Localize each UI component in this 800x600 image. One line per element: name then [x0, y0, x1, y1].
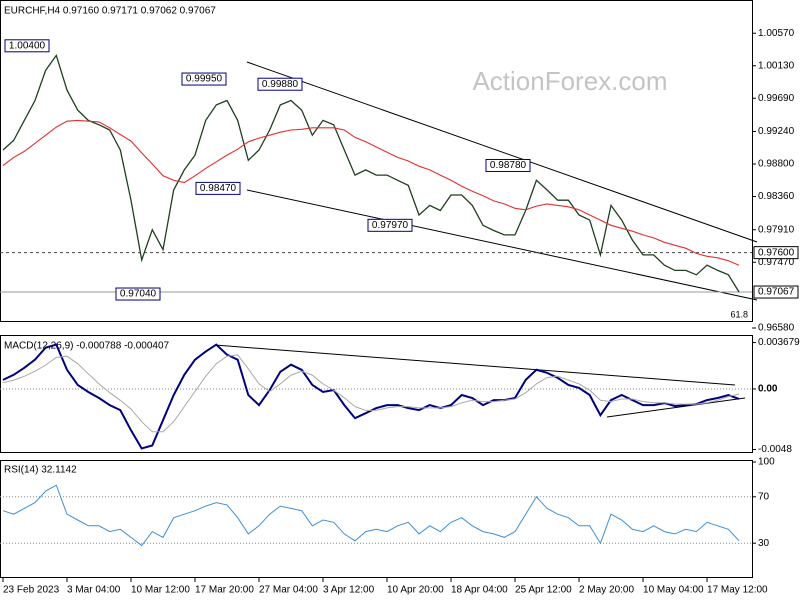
annotation-label: 0.98780 — [490, 160, 527, 171]
annotation-box — [195, 181, 241, 195]
x-tick-label: 25 Apr 12:00 — [515, 585, 572, 596]
y-tick-label: 0.00 — [758, 384, 778, 395]
x-tick-label: 3 Mar 04:00 — [67, 585, 121, 596]
y-tick-label: 0.99690 — [758, 93, 795, 104]
x-tick-label: 18 Apr 04:00 — [451, 585, 508, 596]
price-level-label: 0.97600 — [758, 247, 795, 258]
watermark: ActionForex.com — [472, 66, 667, 96]
x-tick-label: 10 May 04:00 — [643, 585, 704, 596]
x-tick-label: 2 May 20:00 — [579, 585, 634, 596]
macd-title: MACD(12,26,9) -0.000788 -0.000407 — [4, 341, 170, 352]
y-tick-label: 30 — [758, 538, 770, 549]
y-tick-label: 0.97470 — [758, 257, 795, 268]
price-level-box — [753, 285, 799, 299]
chart-title: EURCHF,H4 0.97160 0.97171 0.97062 0.9706… — [4, 6, 216, 17]
fib-label: 61.8 — [730, 309, 748, 319]
price-level-label: 0.97067 — [758, 287, 795, 298]
y-tick-label: 0.98800 — [758, 159, 795, 170]
x-tick-label: 17 Mar 20:00 — [195, 585, 254, 596]
y-tick-label: 1.00570 — [758, 28, 795, 39]
series-line — [2, 53, 740, 293]
annotation-box — [257, 77, 303, 91]
annotation-label: 0.99950 — [186, 74, 223, 85]
x-tick-label: 10 Mar 12:00 — [131, 585, 190, 596]
x-tick-label: 3 Apr 12:00 — [323, 585, 375, 596]
y-tick-label: 0.003679 — [758, 337, 800, 348]
trendline — [246, 189, 758, 301]
price-level-box — [753, 246, 799, 260]
x-tick-label: 10 Apr 20:00 — [387, 585, 444, 596]
annotation-box — [4, 39, 50, 53]
y-tick-label: 100 — [758, 457, 775, 468]
x-tick-label: 23 Feb 2023 — [3, 585, 60, 596]
macd-panel — [0, 335, 753, 453]
x-tick-label: 17 May 12:00 — [707, 585, 768, 596]
x-tick-label: 27 Mar 04:00 — [259, 585, 318, 596]
y-tick-label: -0.0048 — [758, 444, 792, 455]
price-panel — [0, 0, 753, 322]
trendline — [606, 397, 746, 418]
y-tick-label: 0.98360 — [758, 191, 795, 202]
annotation-box — [485, 158, 531, 172]
trendline — [246, 61, 758, 243]
annotation-label: 1.00400 — [9, 40, 46, 51]
y-tick-label: 70 — [758, 491, 770, 502]
trendline — [214, 344, 736, 386]
y-tick-label: 0.99240 — [758, 126, 795, 137]
annotation-box — [115, 287, 161, 301]
annotation-label: 0.98470 — [200, 183, 237, 194]
annotation-label: 0.97970 — [372, 220, 409, 231]
annotation-box — [367, 218, 413, 232]
series-line — [2, 484, 740, 547]
y-tick-label: 0.96580 — [758, 323, 795, 334]
annotation-label: 0.99880 — [262, 79, 299, 90]
series-line — [2, 119, 740, 266]
series-line — [2, 354, 740, 433]
rsi-title: RSI(14) 32.1142 — [4, 465, 77, 476]
y-tick-label: 1.00130 — [758, 60, 795, 71]
annotation-box — [181, 72, 227, 86]
y-tick-label: 0.97910 — [758, 224, 795, 235]
annotation-label: 0.97040 — [120, 289, 157, 300]
rsi-panel — [0, 460, 753, 578]
